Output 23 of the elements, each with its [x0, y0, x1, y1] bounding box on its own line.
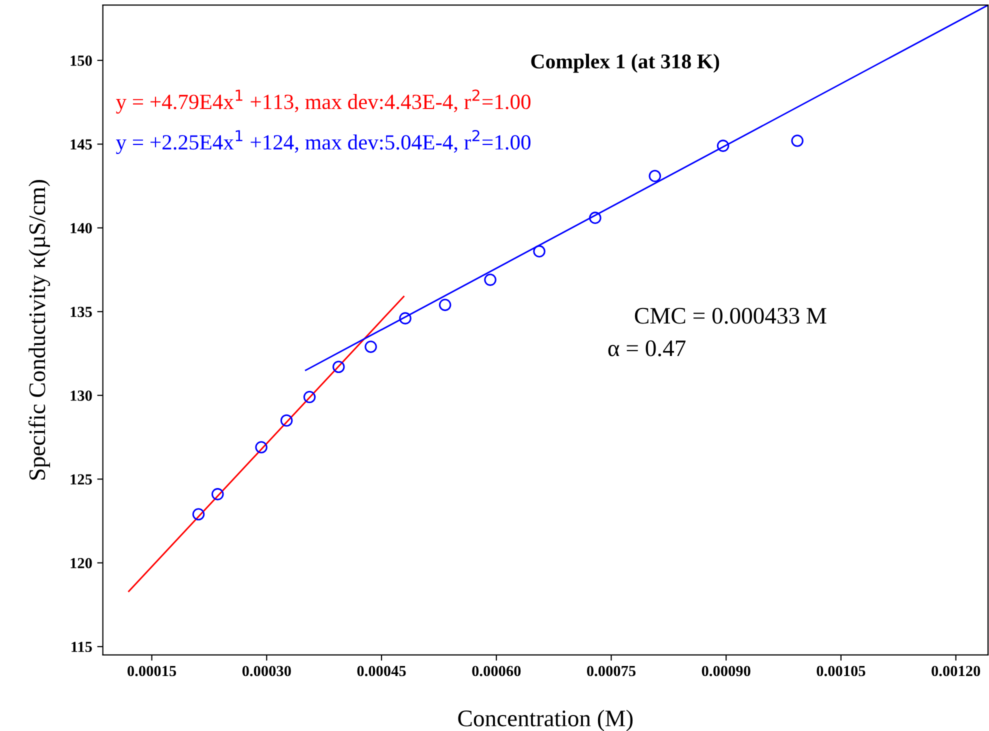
- text: Complex 1 (at 318 K): [531, 54, 720, 73]
- y-tick-label: 140: [70, 223, 92, 234]
- y-tick-label: 125: [70, 474, 92, 485]
- x-axis-title: Concentration (M): [458, 710, 633, 731]
- x-tick-label: 0.00090: [702, 666, 750, 676]
- text: y = +4.79E4x$^{1}$ +113, max dev:4.43E-4, r$^{2}$=1.00: [116, 90, 530, 114]
- y-tick-label: 150: [70, 56, 92, 66]
- x-tick-label: 0.00060: [472, 666, 521, 676]
- y-tick-label: 120: [70, 558, 92, 568]
- y-tick-label: 130: [70, 390, 92, 401]
- y-tick-label: 145: [70, 139, 92, 150]
- annotation: α = 0.47: [608, 340, 686, 356]
- x-tick-label: 0.00045: [357, 666, 406, 676]
- x-tick-label: 0.00030: [242, 666, 291, 676]
- x-tick-label: 0.00075: [587, 666, 636, 676]
- annotation: CMC = 0.000433 M: [634, 308, 826, 324]
- y-tick-label: 115: [72, 642, 92, 652]
- x-tick-label: 0.00015: [128, 666, 176, 676]
- text: y = +2.25E4x$^{1}$ +124, max dev:5.04E-4, r$^{2}$=1.00: [116, 130, 530, 154]
- y-axis-title: Specific Conductivity κ(µS/cm): [28, 180, 50, 480]
- x-tick-label: 0.00120: [932, 666, 980, 676]
- y-tick-label: 135: [70, 306, 92, 318]
- x-tick-label: 0.00105: [816, 666, 866, 676]
